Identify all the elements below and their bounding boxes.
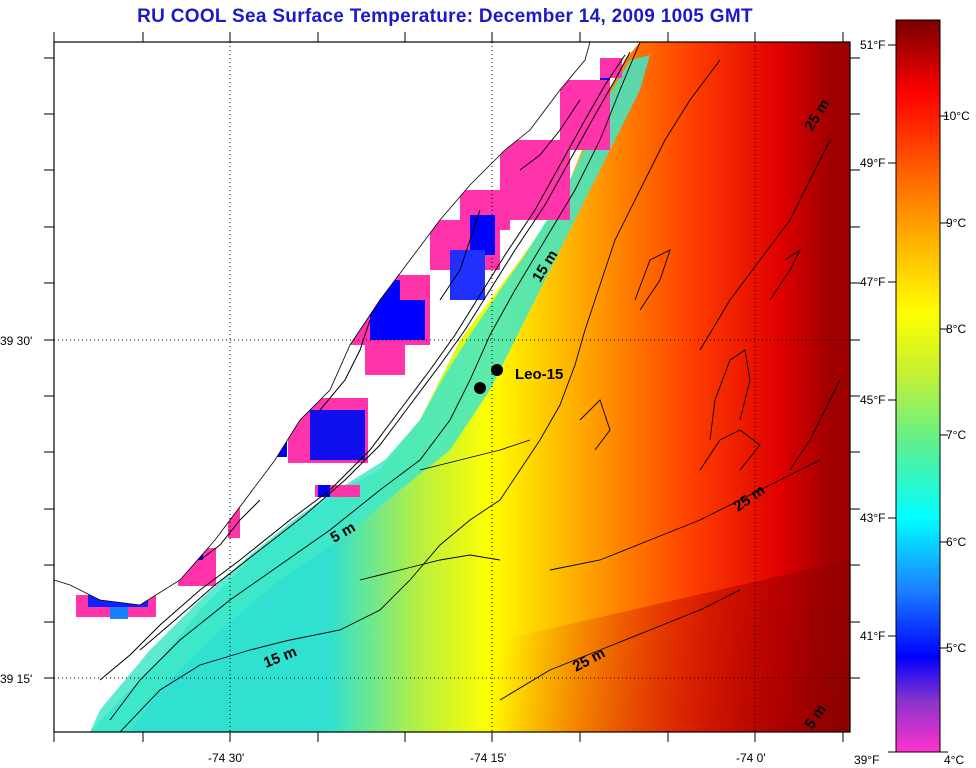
map-title: RU COOL Sea Surface Temperature: Decembe… [137, 6, 753, 27]
station-marker [491, 364, 503, 376]
latitude-label: 39 30' [0, 334, 32, 348]
colorbar-fahrenheit-labels: 51°F 49°F 47°F 45°F 43°F 41°F 39°F [854, 38, 885, 767]
longitude-label: -74 0' [736, 751, 766, 765]
coastline [99, 51, 631, 681]
graticule [54, 42, 850, 732]
longitude-label: -74 30' [208, 751, 244, 765]
latitude-label: 39 15' [0, 672, 32, 686]
fahrenheit-label: 47°F [860, 275, 885, 289]
land [54, 42, 591, 606]
plot-frame [53, 41, 851, 733]
station-label: Leo-15 [515, 366, 563, 383]
celsius-label: 6°C [946, 535, 966, 549]
bathymetry-contours [109, 42, 841, 732]
celsius-label: 4°C [944, 753, 964, 767]
fahrenheit-label: 49°F [860, 156, 885, 170]
celsius-label: 8°C [946, 322, 966, 336]
longitude-label: -74 15' [470, 751, 506, 765]
fahrenheit-label: 39°F [854, 753, 879, 767]
colorbar-celsius-labels: 10°C 9°C 8°C 7°C 6°C 5°C 4°C [943, 109, 970, 767]
fahrenheit-label: 51°F [860, 38, 885, 52]
station-marker [474, 382, 486, 394]
celsius-label: 7°C [946, 428, 966, 442]
fahrenheit-label: 43°F [860, 511, 885, 525]
axis-ticks [44, 32, 860, 742]
celsius-label: 10°C [943, 109, 970, 123]
fahrenheit-label: 45°F [860, 393, 885, 407]
celsius-label: 9°C [946, 216, 966, 230]
warm-water-region [420, 560, 850, 732]
colorbar-ticks [888, 44, 948, 753]
celsius-label: 5°C [946, 641, 966, 655]
fahrenheit-label: 41°F [860, 629, 885, 643]
nearshore-cold-band [90, 55, 650, 732]
colorbar [895, 19, 941, 753]
